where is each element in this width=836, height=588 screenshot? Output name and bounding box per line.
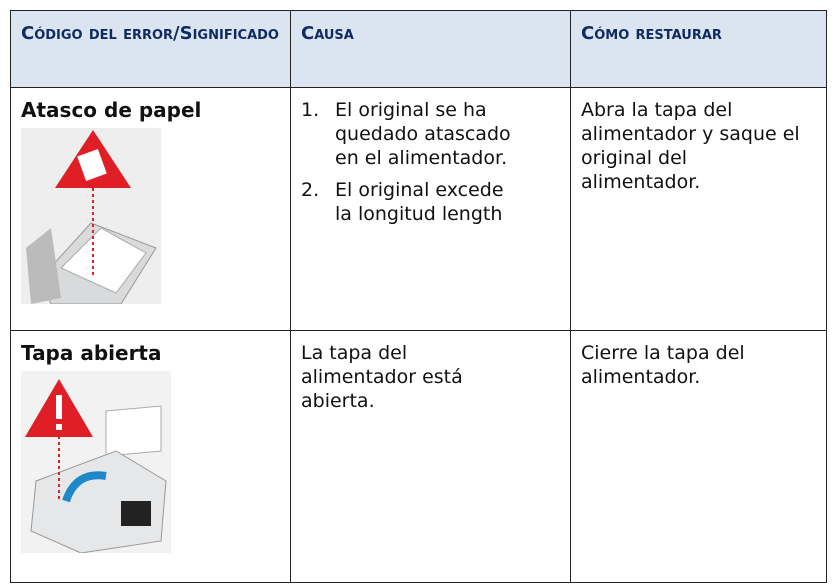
cell: Tapa abierta	[10, 330, 291, 583]
item-text: El original excede la longitud length	[335, 179, 504, 225]
list-item: 2. El original excede la longitud length	[301, 178, 560, 226]
restore-text: Abra la tapa del alimentador y saque el …	[581, 99, 800, 193]
item-text: El original se ha quedado atascado en el…	[335, 99, 511, 169]
row: Tapa abierta La tapa del alimentador est…	[10, 330, 827, 583]
header-cell: Cómo restaurar	[570, 10, 827, 88]
cause-text: La tapa del alimentador está abierta.	[301, 342, 463, 412]
paper-jam-illustration	[21, 128, 161, 305]
item-number: 2.	[301, 179, 320, 201]
cell: Atasco de papel	[10, 87, 291, 331]
cause-list: 1. El original se ha quedado atascado en …	[301, 98, 560, 226]
cell: Abra la tapa del alimentador y saque el …	[570, 87, 827, 331]
header-row: Código del error/Significado Causa Cómo …	[10, 10, 827, 88]
row: Atasco de papel 1. El original se ha qued…	[10, 87, 827, 331]
restore-text: Cierre la tapa del alimentador.	[581, 342, 745, 388]
header-cell: Causa	[290, 10, 571, 88]
error-title: Atasco de papel	[21, 98, 202, 122]
list-item: 1. El original se ha quedado atascado en …	[301, 98, 560, 170]
cover-open-illustration	[21, 371, 171, 554]
header-cell: Código del error/Significado	[10, 10, 291, 88]
item-number: 1.	[301, 99, 320, 121]
cell: Cierre la tapa del alimentador.	[570, 330, 827, 583]
cell: La tapa del alimentador está abierta.	[290, 330, 571, 583]
error-title: Tapa abierta	[21, 341, 162, 365]
error-table: Código del error/Significado Causa Cómo …	[10, 10, 827, 583]
cell: 1. El original se ha quedado atascado en …	[290, 87, 571, 331]
